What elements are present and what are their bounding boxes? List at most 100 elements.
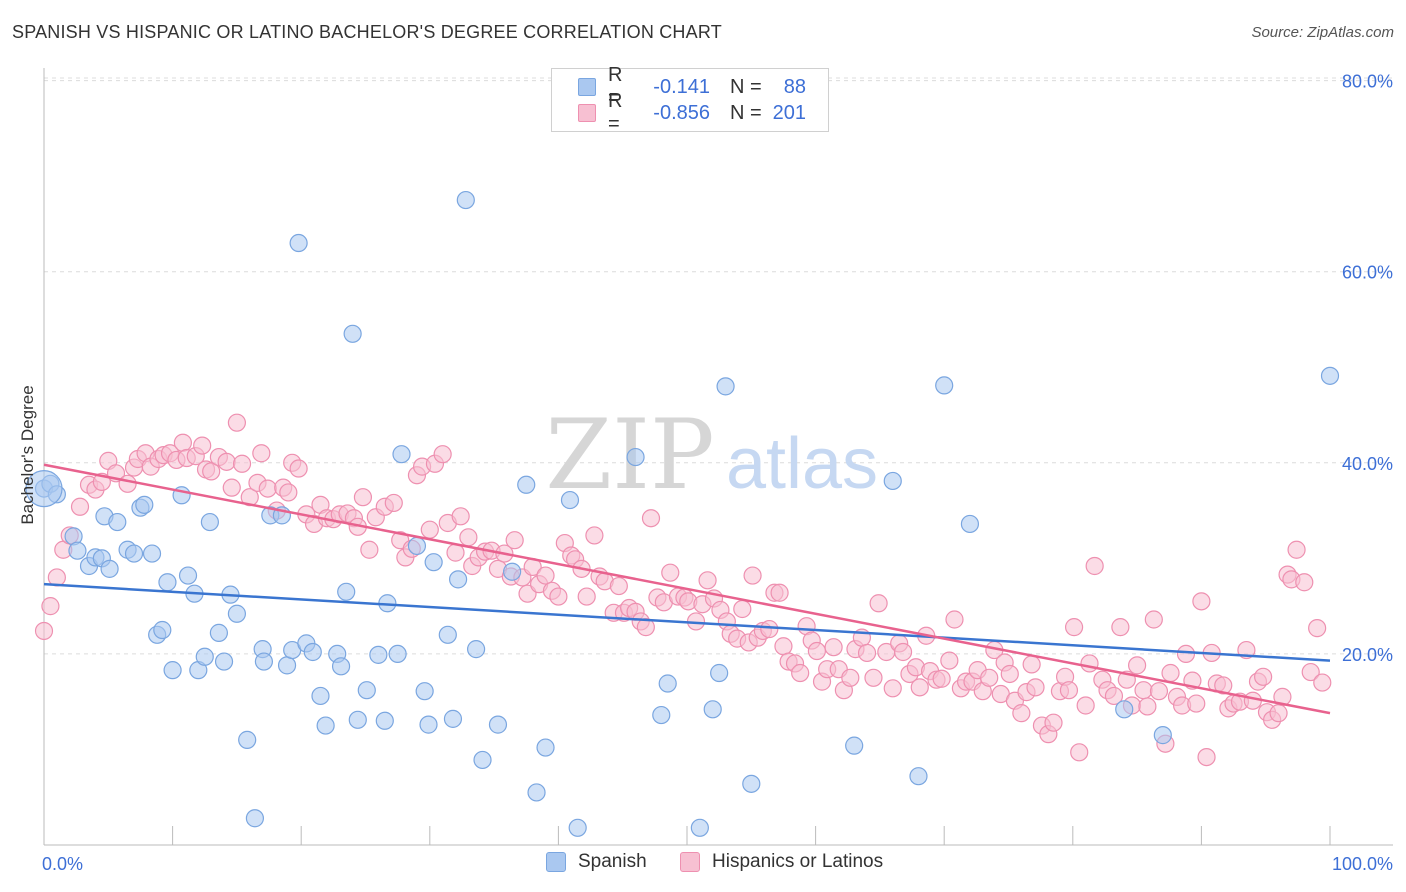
point-hispanic [222,478,241,497]
point-spanish [238,730,257,749]
point-hispanic [824,638,843,657]
point-hispanic [41,597,60,616]
point-spanish [289,233,308,253]
point-hispanic [1026,678,1045,697]
point-spanish [209,623,228,642]
point-hispanic [1080,654,1099,673]
point-spanish [375,711,394,730]
point-hispanic [698,571,717,590]
trend-lines [43,463,1331,715]
point-hispanic [774,637,793,656]
x-tick-label-min: 0.0% [42,854,83,874]
point-spanish [1153,726,1172,745]
point-spanish [415,682,434,701]
point-spanish [438,625,457,644]
point-hispanic [1214,676,1233,695]
point-spanish [200,512,219,532]
watermark-atlas: atlas [726,424,878,504]
point-hispanic [1012,704,1031,723]
legend-n-label: N = [730,101,762,124]
point-spanish [456,190,475,210]
point-hispanic [1301,662,1320,682]
point-hispanic [1254,667,1273,686]
point-spanish [195,647,214,666]
point-hispanic [791,663,810,683]
point-spanish [331,657,351,676]
legend-r-value: -0.856 [653,101,710,124]
point-hispanic [1076,696,1095,715]
point-spanish [473,750,492,770]
point-spanish [466,640,486,659]
point-spanish [163,661,182,680]
point-spanish [348,710,367,729]
point-spanish [277,656,297,675]
point-spanish [658,674,677,693]
point-hispanic [384,493,403,513]
point-hispanic [1138,697,1157,716]
legend-swatch-spanish [546,852,566,872]
axes [43,68,1393,846]
point-spanish [883,471,902,491]
legend-label-hispanic: Hispanics or Latinos [712,851,884,872]
point-hispanic [1127,656,1147,675]
point-spanish [960,514,980,534]
point-spanish [424,553,443,572]
legend-swatch-hispanic [680,852,700,872]
legend-n-label: N = [730,75,762,98]
point-hispanic [279,483,298,502]
point-spanish [935,376,954,395]
point-hispanic [258,479,277,498]
point-spanish [100,559,119,578]
point-hispanic [202,462,221,481]
point-hispanic [743,566,762,585]
legend-n-value: 201 [772,101,806,124]
point-hispanic [70,497,90,516]
legend-item-spanish[interactable]: Spanish [546,851,647,873]
point-hispanic [807,641,826,661]
point-spanish [369,645,388,664]
point-spanish [560,490,580,510]
point-hispanic [549,587,568,606]
point-hispanic [661,563,680,582]
point-spanish [503,562,522,581]
point-spanish [742,774,761,793]
legend-row-hispanic: R = -0.856 N = 201 [578,90,806,135]
point-hispanic [1197,747,1216,767]
point-spanish [343,324,362,343]
point-spanish [716,377,735,396]
point-hispanic [1176,644,1196,664]
point-spanish [357,681,376,700]
x-tick-label-max: 100.0% [1332,854,1393,874]
y-tick-label: 80.0% [1342,72,1393,92]
point-spanish [214,652,234,671]
point-spanish [517,475,536,494]
point-hispanic [1070,743,1089,762]
trend-line-hispanic [43,463,1331,715]
point-spanish [316,716,335,735]
point-spanish-large [25,469,63,508]
point-spanish [443,709,463,728]
point-hispanic [34,621,54,641]
watermark: ZIP atlas [545,399,878,511]
point-spanish [527,783,546,802]
point-hispanic [536,566,555,585]
chart-title: SPANISH VS HISPANIC OR LATINO BACHELOR'S… [12,22,722,42]
point-hispanic [420,520,439,539]
legend-row-spanish: R = -0.141 N = 88 [578,64,806,109]
point-hispanic [864,668,883,687]
point-hispanic [857,643,877,663]
legend-item-hispanic[interactable]: Hispanics or Latinos [680,851,883,873]
point-spanish [909,767,928,786]
point-hispanic [945,610,964,629]
point-hispanic [910,678,929,697]
point-hispanic [451,507,470,526]
point-hispanic [636,618,655,637]
point-spanish [142,544,162,563]
point-spanish [448,570,468,589]
legend-n-value: 88 [783,75,806,98]
point-spanish [710,663,729,683]
point-hispanic [1064,618,1084,637]
point-hispanic [1059,681,1079,700]
point-hispanic [1044,713,1063,732]
point-hispanic [353,488,373,507]
